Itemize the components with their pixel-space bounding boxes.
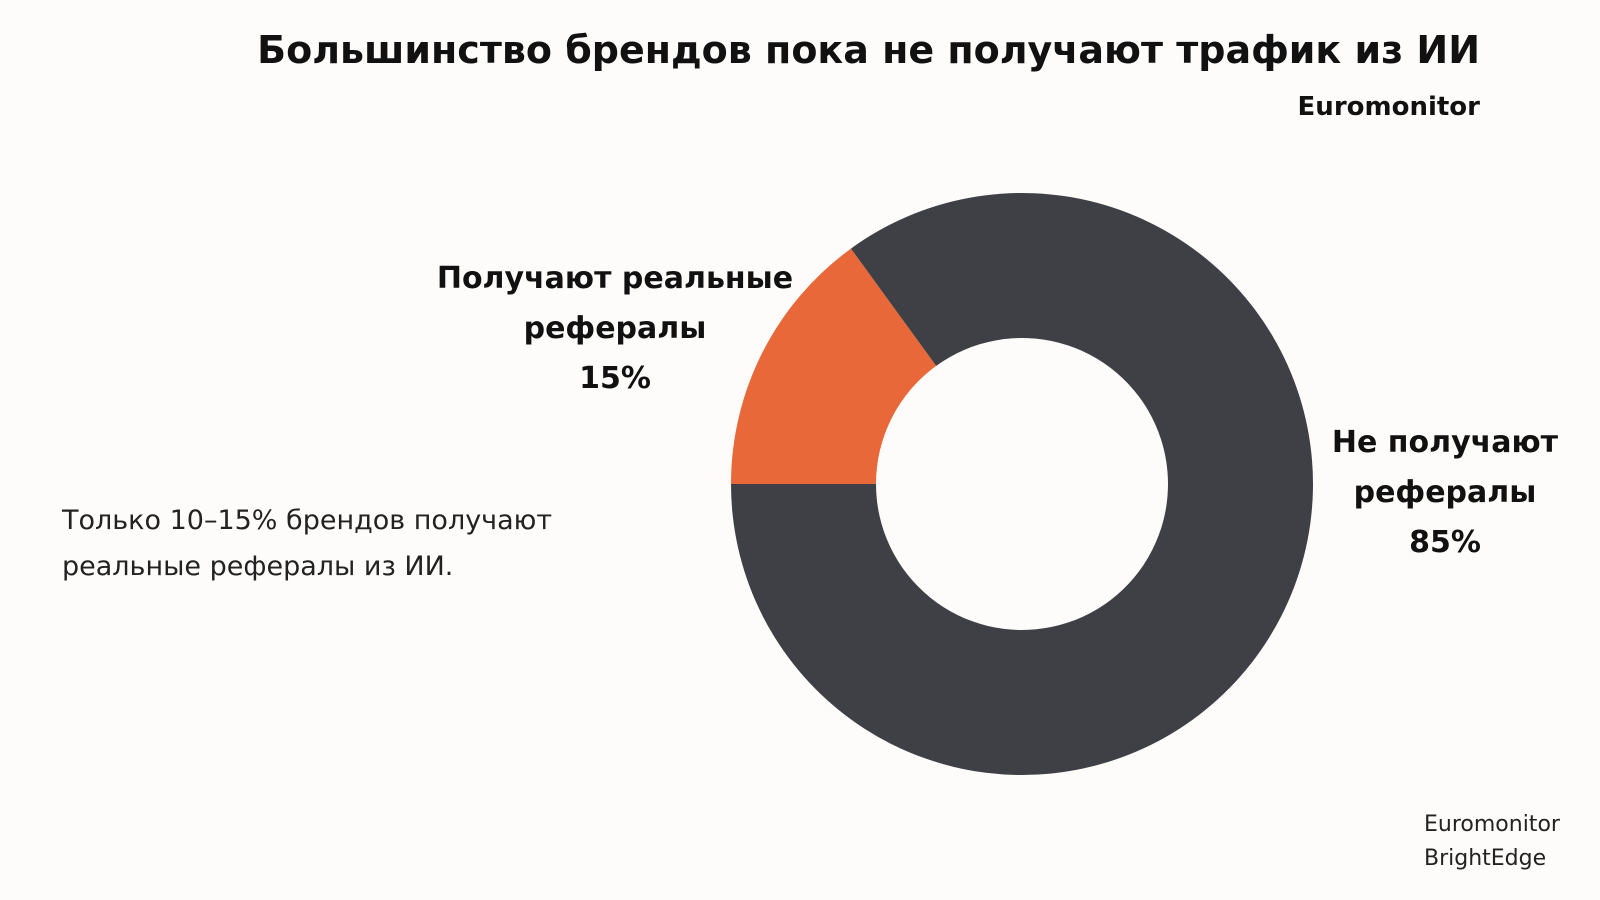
donut-slice <box>731 248 937 484</box>
note: Только 10–15% брендов получают реальные … <box>62 505 553 582</box>
slice-label: Не получают рефералы 85% <box>1310 418 1580 568</box>
source: BrightEdge <box>1424 846 1547 871</box>
value-label: 15% <box>579 361 651 396</box>
chart-subtitle: Euromonitor <box>1297 92 1480 122</box>
chart-title: Большинство брендов пока не получают тра… <box>257 28 1480 72</box>
donut-slice <box>731 193 1313 776</box>
category-label: Не получают рефералы <box>1331 425 1559 510</box>
category-label: Получают реальные рефералы <box>436 261 794 346</box>
source: Euromonitor <box>1424 812 1560 837</box>
value-label: 85% <box>1409 525 1481 560</box>
slice-label: Получают реальные рефералы 15% <box>405 254 825 404</box>
